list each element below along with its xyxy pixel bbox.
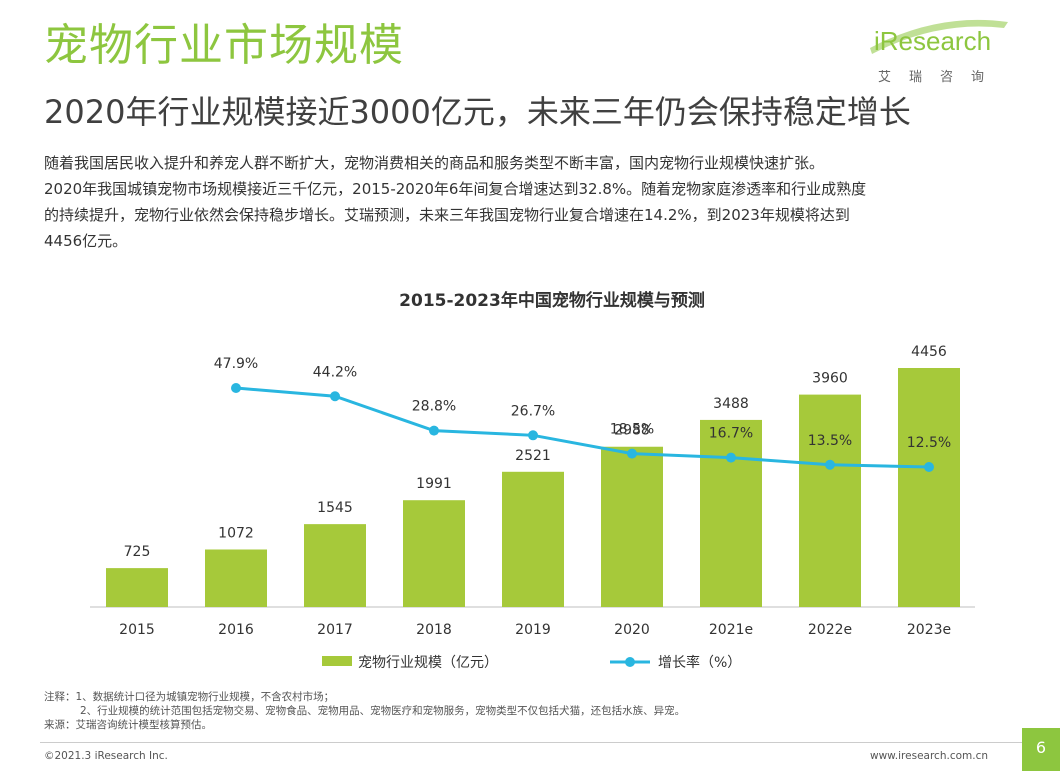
bar-value-label: 725 <box>124 544 151 560</box>
bar-2019 <box>502 471 564 607</box>
x-tick-label: 2018 <box>416 622 452 638</box>
rate-point-2021e <box>726 452 736 463</box>
x-tick-label: 2021e <box>709 622 753 638</box>
rate-value-label: 16.7% <box>709 426 753 442</box>
logo-swoosh-icon <box>870 19 1008 54</box>
bar-value-label: 3960 <box>812 371 848 387</box>
x-tick-label: 2019 <box>515 622 551 638</box>
rate-point-2016 <box>231 383 241 393</box>
intro-line: 2020年我国城镇宠物市场规模接近三千亿元，2015-2020年6年间复合增速达… <box>44 180 867 198</box>
rate-value-label: 18.5% <box>610 422 654 438</box>
rate-point-2017 <box>330 391 340 402</box>
rate-value-label: 12.5% <box>907 435 951 451</box>
rate-value-label: 47.9% <box>214 356 258 372</box>
bar-value-label: 2988 <box>614 423 650 439</box>
bar-2016 <box>205 549 267 607</box>
footnotes: 注释：1、数据统计口径为城镇宠物行业规模，不含农村市场； 2、行业规模的统计范围… <box>44 690 944 732</box>
intro-paragraph: 随着我国居民收入提升和养宠人群不断扩大，宠物消费相关的商品和服务类型不断丰富，国… <box>44 150 1024 254</box>
chart-title: 2015-2023年中国宠物行业规模与预测 <box>399 290 705 311</box>
rate-point-2020 <box>627 448 637 459</box>
website-url: www.iresearch.com.cn <box>870 750 989 762</box>
intro-line: 4456亿元。 <box>44 232 128 250</box>
bar-value-label: 1991 <box>416 476 452 492</box>
rate-point-2019 <box>528 430 538 441</box>
legend-bar-label: 宠物行业规模（亿元） <box>358 655 498 671</box>
logo-subtext: 艾瑞咨询 <box>878 70 1003 85</box>
logo-text: iResearch <box>874 26 992 56</box>
x-tick-label: 2022e <box>808 622 852 638</box>
bar-2022e <box>799 394 861 607</box>
page-subtitle: 2020年行业规模接近3000亿元，未来三年仍会保持稳定增长 <box>44 93 911 131</box>
rate-point-2018 <box>429 425 439 436</box>
legend-line-label: 增长率（%） <box>658 654 741 671</box>
x-tick-label: 2023e <box>907 622 951 638</box>
bar-2018 <box>403 500 465 607</box>
bar-2020 <box>601 446 663 607</box>
bar-2021e <box>700 419 762 607</box>
intro-line: 随着我国居民收入提升和养宠人群不断扩大，宠物消费相关的商品和服务类型不断丰富，国… <box>44 154 825 172</box>
rate-value-label: 26.7% <box>511 403 555 419</box>
legend-bar-swatch <box>322 656 352 666</box>
rate-value-label: 13.5% <box>808 433 852 449</box>
x-tick-label: 2016 <box>218 622 254 638</box>
bar-2017 <box>304 524 366 607</box>
rate-value-label: 44.2% <box>313 364 357 380</box>
rate-point-2023e <box>924 462 934 472</box>
growth-rate-line <box>235 386 930 469</box>
intro-line: 的持续提升，宠物行业依然会保持稳步增长。艾瑞预测，未来三年我国宠物行业复合增速在… <box>44 206 850 224</box>
x-tick-label: 2020 <box>614 622 650 638</box>
legend-line-marker <box>625 657 635 667</box>
x-tick-label: 2017 <box>317 622 353 638</box>
page-number-box: 6 <box>1022 728 1060 771</box>
bar-value-label: 2521 <box>515 448 551 464</box>
bar-value-label: 1072 <box>218 526 254 542</box>
rate-value-label: 28.8% <box>412 399 456 415</box>
bar-2015 <box>106 568 168 607</box>
bar-value-label: 4456 <box>911 344 947 360</box>
source-line: 来源：艾瑞咨询统计模型核算预估。 <box>44 719 212 731</box>
iresearch-logo: iResearch 艾瑞咨询 <box>868 18 1018 88</box>
note-line: 2、行业规模的统计范围包括宠物交易、宠物食品、宠物用品、宠物医疗和宠物服务，宠物… <box>80 705 686 717</box>
footer-divider <box>40 742 1030 743</box>
page-number: 6 <box>1035 738 1047 757</box>
chart-legend: 宠物行业规模（亿元） 增长率（%） <box>322 654 741 671</box>
note-line: 注释：1、数据统计口径为城镇宠物行业规模，不含农村市场； <box>44 691 335 703</box>
bar-value-label: 3488 <box>713 396 749 412</box>
bar-value-label: 1545 <box>317 500 353 516</box>
pet-market-chart: 2015-2023年中国宠物行业规模与预测 725 1072 1545 1991 252… <box>90 290 975 671</box>
x-tick-label: 2015 <box>119 622 155 638</box>
bar-2023e <box>898 368 960 607</box>
copyright: ©2021.3 iResearch Inc. <box>44 750 168 762</box>
page-title: 宠物行业市场规模 <box>44 20 404 71</box>
rate-point-2022e <box>825 459 835 470</box>
